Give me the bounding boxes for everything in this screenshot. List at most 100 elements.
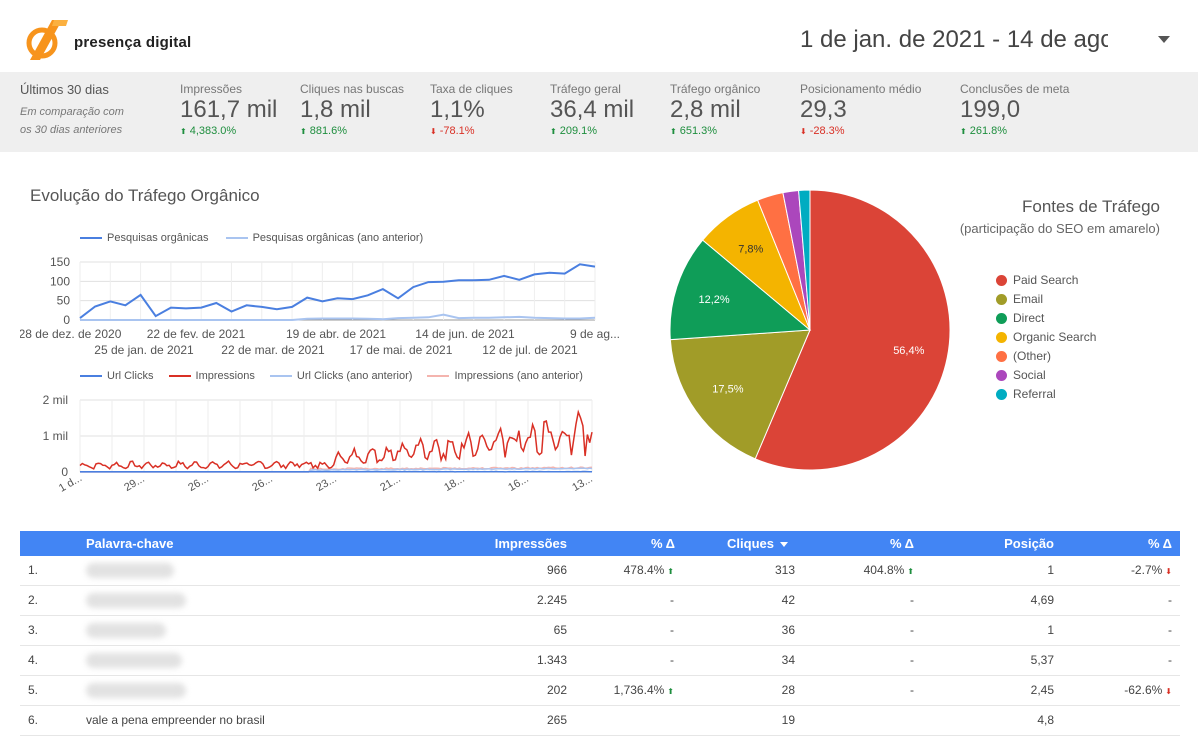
- legend-dot-icon: [996, 332, 1007, 343]
- arrow-up-icon: ⬆: [667, 567, 674, 576]
- kpi-value: 1,1%: [430, 97, 513, 123]
- redacted-keyword: [86, 623, 166, 638]
- brand-name: presença digital: [74, 34, 191, 51]
- legend-label: (Other): [1013, 349, 1051, 363]
- arrow-down-icon: ⬇: [1165, 567, 1172, 576]
- chart1-legend: Pesquisas orgânicas Pesquisas orgânicas …: [80, 232, 437, 244]
- y-tick-label: 100: [50, 274, 70, 288]
- legend-dot-icon: [996, 275, 1007, 286]
- clicks-cell: 36: [782, 616, 795, 645]
- pie-slice-label: 12,2%: [698, 294, 729, 306]
- impressions-cell: 265: [547, 706, 567, 735]
- col-clicks[interactable]: Cliques: [727, 531, 788, 556]
- legend-item[interactable]: Impressions: [169, 370, 255, 382]
- delta-cell: -: [1168, 646, 1172, 675]
- row-number: 2.: [28, 586, 38, 615]
- kpi-label: Impressões: [180, 82, 277, 96]
- table-row[interactable]: 3.65-36-1-: [20, 616, 1180, 646]
- x-tick-label: 19 de abr. de 2021: [286, 327, 386, 341]
- legend-item[interactable]: Referral: [996, 385, 1096, 404]
- series-line: [80, 264, 595, 318]
- legend-item[interactable]: Direct: [996, 309, 1096, 328]
- x-tick-label: 22 de mar. de 2021: [221, 343, 325, 357]
- col-impressions-delta[interactable]: % Δ: [651, 531, 675, 556]
- col-position-delta[interactable]: % Δ: [1148, 531, 1172, 556]
- kpi-change: ⬇-78.1%: [430, 125, 513, 137]
- legend-item[interactable]: Social: [996, 366, 1096, 385]
- y-tick-label: 0: [63, 313, 70, 327]
- col-impressions[interactable]: Impressões: [495, 531, 567, 556]
- chart2-grid: [80, 400, 592, 472]
- arrow-up-icon: ⬆: [667, 687, 674, 696]
- col-keyword[interactable]: Palavra-chave: [86, 531, 173, 556]
- col-clicks-delta[interactable]: % Δ: [890, 531, 914, 556]
- clicks-cell: 28: [782, 676, 795, 705]
- clicks-cell: 34: [782, 646, 795, 675]
- kpi-value: 2,8 mil: [670, 97, 760, 123]
- legend-label: Organic Search: [1013, 330, 1096, 344]
- kpi-label: Conclusões de meta: [960, 82, 1069, 96]
- row-number: 6.: [28, 706, 38, 735]
- delta-cell: -: [910, 646, 914, 675]
- kpi-value: 199,0: [960, 97, 1069, 123]
- col-position[interactable]: Posição: [1004, 531, 1054, 556]
- redacted-keyword: [86, 683, 186, 698]
- x-tick-label: 17 de mai. de 2021: [350, 343, 453, 357]
- arrow-up-icon: ⬆: [300, 127, 307, 136]
- row-number: 4.: [28, 646, 38, 675]
- row-number: 1.: [28, 556, 38, 585]
- period-subtitle-line1: Em comparação com: [20, 103, 124, 121]
- traffic-sources-pie-chart: 56,4%17,5%12,2%7,8%: [660, 184, 970, 484]
- arrow-down-icon: ⬇: [430, 127, 437, 136]
- x-tick-label: 29...: [122, 473, 147, 494]
- period-info: Últimos 30 dias Em comparação com os 30 …: [20, 82, 124, 139]
- kpi-label: Tráfego geral: [550, 82, 634, 96]
- legend-item[interactable]: Pesquisas orgânicas (ano anterior): [226, 232, 424, 244]
- x-tick-label: 9 de ag...: [570, 327, 620, 341]
- y-tick-label: 150: [50, 255, 70, 269]
- delta-cell: -: [670, 646, 674, 675]
- kpi-change: ⬆651.3%: [670, 125, 760, 137]
- y-tick-label: 2 mil: [43, 393, 68, 407]
- legend-item[interactable]: (Other): [996, 347, 1096, 366]
- legend-item[interactable]: Email: [996, 290, 1096, 309]
- legend-item[interactable]: Organic Search: [996, 328, 1096, 347]
- col-clicks-label: Cliques: [727, 536, 774, 551]
- table-row[interactable]: 4.1.343-34-5,37-: [20, 646, 1180, 676]
- pie-slice-label: 7,8%: [738, 244, 763, 256]
- legend-item[interactable]: Pesquisas orgânicas: [80, 232, 209, 244]
- clicks-cell: 313: [775, 556, 795, 585]
- delta-cell: -: [670, 586, 674, 615]
- period-title: Últimos 30 dias: [20, 82, 124, 97]
- y-tick-label: 1 mil: [43, 429, 68, 443]
- delta-cell: -: [910, 676, 914, 705]
- date-range-picker[interactable]: 1 de jan. de 2021 - 14 de ago: [800, 26, 1108, 58]
- impressions-cell: 2.245: [537, 586, 567, 615]
- chevron-down-icon[interactable]: [1158, 36, 1170, 43]
- position-cell: 4,69: [1031, 586, 1054, 615]
- kpi-change: ⬆261.8%: [960, 125, 1069, 137]
- table-row[interactable]: 2.2.245-42-4,69-: [20, 586, 1180, 616]
- legend-item[interactable]: Impressions (ano anterior): [427, 370, 582, 382]
- legend-dot-icon: [996, 313, 1007, 324]
- delta-cell: -: [1168, 616, 1172, 645]
- sort-desc-icon: [780, 542, 788, 547]
- row-number: 5.: [28, 676, 38, 705]
- legend-label: Direct: [1013, 311, 1044, 325]
- legend-item[interactable]: Url Clicks: [80, 370, 153, 382]
- legend-item[interactable]: Url Clicks (ano anterior): [270, 370, 413, 382]
- legend-item[interactable]: Paid Search: [996, 271, 1096, 290]
- x-tick-label: 26...: [250, 473, 275, 494]
